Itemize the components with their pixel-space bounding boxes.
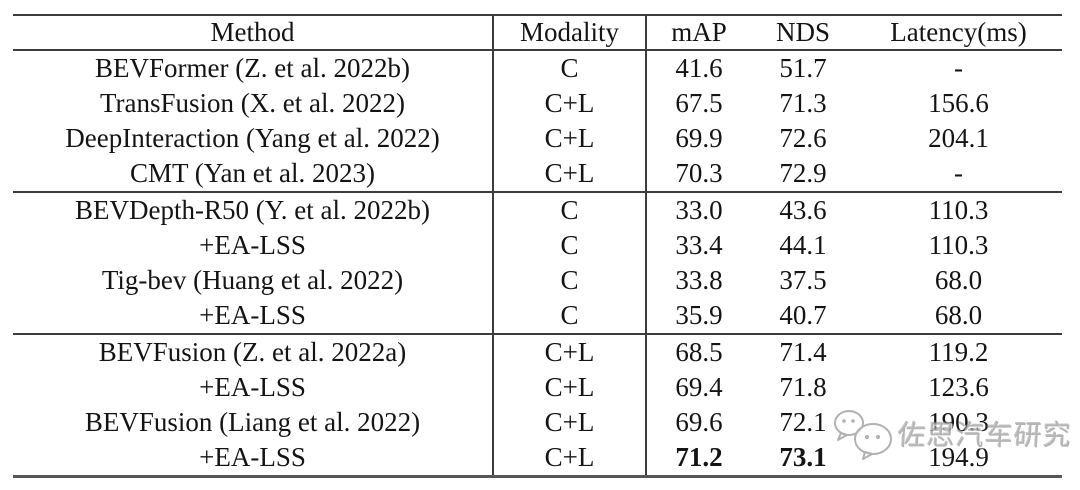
map-cell: 33.0 bbox=[675, 195, 723, 225]
map-cell: 67.5 bbox=[675, 88, 723, 118]
map-cell: 69.9 bbox=[675, 123, 723, 153]
method-cell: +EA-LSS bbox=[199, 230, 306, 260]
latency-cell: 68.0 bbox=[934, 300, 983, 330]
table-row: BEVFusion (Z. et al. 2022a) C+L 68.5 71.… bbox=[13, 335, 1062, 370]
latency-cell: - bbox=[954, 53, 963, 83]
latency-cell: - bbox=[954, 158, 963, 188]
method-cell: BEVFusion (Z. et al. 2022a) bbox=[98, 337, 407, 367]
results-table: Method Modality mAP NDS Latency(ms) BEVF… bbox=[13, 14, 1062, 478]
map-cell: 69.4 bbox=[675, 372, 723, 402]
table-row: Tig-bev (Huang et al. 2022) C 33.8 37.5 … bbox=[13, 263, 1062, 298]
latency-cell: 204.1 bbox=[928, 123, 989, 153]
method-cell: BEVFormer (Z. et al. 2022b) bbox=[95, 53, 410, 83]
modality-cell: C bbox=[492, 51, 647, 86]
map-cell: 71.2 bbox=[675, 442, 723, 472]
nds-cell: 72.6 bbox=[779, 123, 827, 153]
table-row: BEVDepth-R50 (Y. et al. 2022b) C 33.0 43… bbox=[13, 193, 1062, 228]
latency-cell: 194.9 bbox=[928, 442, 989, 472]
table-row: TransFusion (X. et al. 2022) C+L 67.5 71… bbox=[13, 86, 1062, 121]
latency-cell: 156.6 bbox=[928, 88, 989, 118]
latency-cell: 123.6 bbox=[928, 372, 989, 402]
nds-cell: 71.8 bbox=[779, 372, 827, 402]
modality-cell: C bbox=[492, 228, 647, 263]
nds-cell: 72.9 bbox=[779, 158, 827, 188]
map-cell: 70.3 bbox=[675, 158, 723, 188]
modality-cell: C bbox=[492, 193, 647, 228]
table-header: Method Modality mAP NDS Latency(ms) bbox=[13, 16, 1062, 51]
nds-cell: 73.1 bbox=[779, 442, 827, 472]
map-cell: 33.4 bbox=[675, 230, 723, 260]
map-cell: 69.6 bbox=[675, 407, 723, 437]
latency-cell: 119.2 bbox=[928, 337, 989, 367]
column-header-nds: NDS bbox=[775, 17, 830, 47]
modality-cell: C+L bbox=[492, 121, 647, 156]
table-row: DeepInteraction (Yang et al. 2022) C+L 6… bbox=[13, 121, 1062, 156]
modality-cell: C+L bbox=[492, 335, 647, 370]
nds-cell: 51.7 bbox=[779, 53, 827, 83]
column-header-method: Method bbox=[210, 17, 295, 47]
table-group: BEVDepth-R50 (Y. et al. 2022b) C 33.0 43… bbox=[13, 193, 1062, 335]
column-header-map: mAP bbox=[671, 17, 727, 47]
map-cell: 41.6 bbox=[675, 53, 723, 83]
method-cell: +EA-LSS bbox=[199, 300, 306, 330]
column-header-modality: Modality bbox=[492, 16, 647, 49]
method-cell: TransFusion (X. et al. 2022) bbox=[99, 88, 405, 118]
method-cell: DeepInteraction (Yang et al. 2022) bbox=[65, 123, 440, 153]
nds-cell: 37.5 bbox=[779, 265, 827, 295]
modality-cell: C+L bbox=[492, 370, 647, 405]
column-header-latency: Latency(ms) bbox=[890, 17, 1027, 47]
nds-cell: 71.3 bbox=[779, 88, 827, 118]
method-cell: +EA-LSS bbox=[199, 372, 306, 402]
map-cell: 33.8 bbox=[675, 265, 723, 295]
latency-cell: 190.3 bbox=[928, 407, 989, 437]
table-row: +EA-LSS C+L 69.4 71.8 123.6 bbox=[13, 370, 1062, 405]
map-cell: 35.9 bbox=[675, 300, 723, 330]
table-group: BEVFusion (Z. et al. 2022a) C+L 68.5 71.… bbox=[13, 335, 1062, 475]
modality-cell: C+L bbox=[492, 156, 647, 191]
latency-cell: 110.3 bbox=[928, 230, 989, 260]
table-group: BEVFormer (Z. et al. 2022b) C 41.6 51.7 … bbox=[13, 51, 1062, 193]
latency-cell: 110.3 bbox=[928, 195, 989, 225]
method-cell: Tig-bev (Huang et al. 2022) bbox=[101, 265, 404, 295]
nds-cell: 71.4 bbox=[779, 337, 827, 367]
modality-cell: C+L bbox=[492, 86, 647, 121]
nds-cell: 44.1 bbox=[779, 230, 827, 260]
modality-cell: C bbox=[492, 298, 647, 333]
table-row: +EA-LSS C 35.9 40.7 68.0 bbox=[13, 298, 1062, 333]
table-row: +EA-LSS C+L 71.2 73.1 194.9 bbox=[13, 440, 1062, 475]
method-cell: +EA-LSS bbox=[199, 442, 306, 472]
nds-cell: 40.7 bbox=[779, 300, 827, 330]
table-row: CMT (Yan et al. 2023) C+L 70.3 72.9 - bbox=[13, 156, 1062, 191]
table-row: BEVFusion (Liang et al. 2022) C+L 69.6 7… bbox=[13, 405, 1062, 440]
latency-cell: 68.0 bbox=[934, 265, 983, 295]
table-row: +EA-LSS C 33.4 44.1 110.3 bbox=[13, 228, 1062, 263]
nds-cell: 43.6 bbox=[779, 195, 827, 225]
modality-cell: C+L bbox=[492, 405, 647, 440]
method-cell: BEVFusion (Liang et al. 2022) bbox=[84, 407, 421, 437]
modality-cell: C bbox=[492, 263, 647, 298]
table-row: BEVFormer (Z. et al. 2022b) C 41.6 51.7 … bbox=[13, 51, 1062, 86]
method-cell: BEVDepth-R50 (Y. et al. 2022b) bbox=[75, 195, 430, 225]
map-cell: 68.5 bbox=[675, 337, 723, 367]
nds-cell: 72.1 bbox=[779, 407, 827, 437]
method-cell: CMT (Yan et al. 2023) bbox=[129, 158, 375, 188]
modality-cell: C+L bbox=[492, 440, 647, 475]
